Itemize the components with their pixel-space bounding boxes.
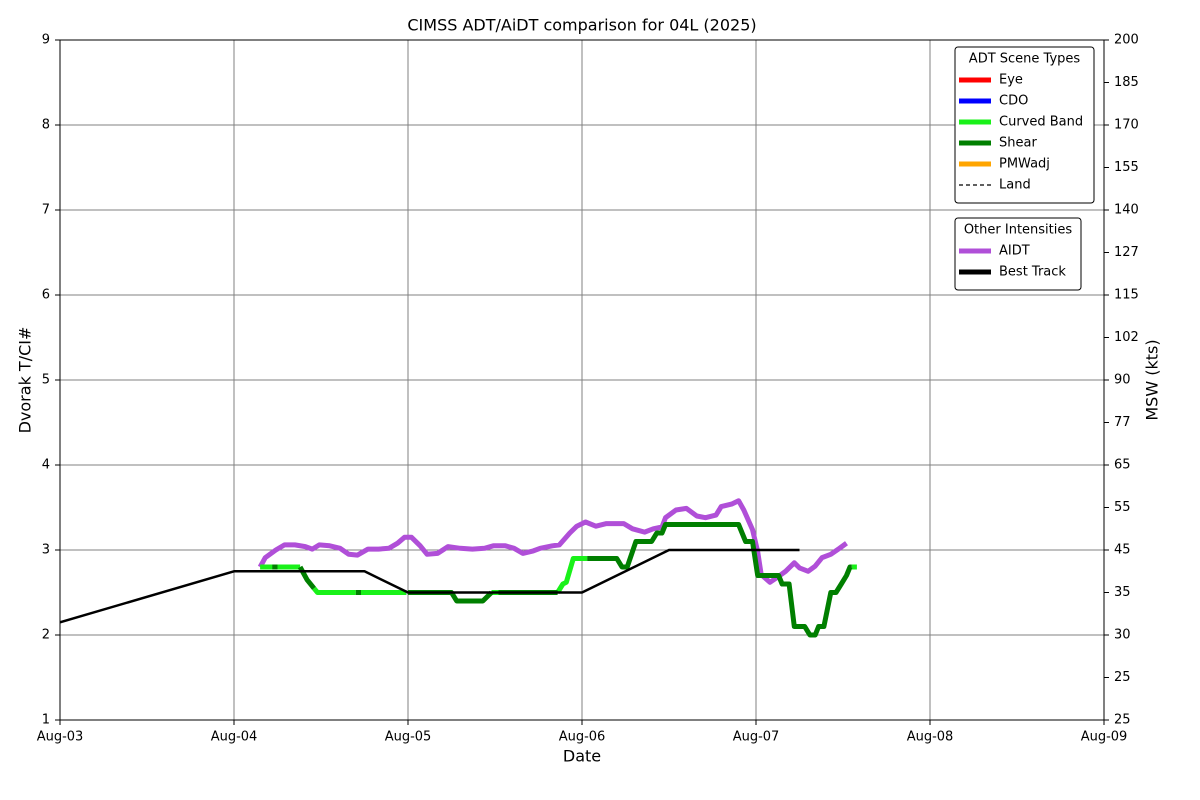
- y2-tick-label: 102: [1114, 330, 1139, 345]
- y2-tick-label: 185: [1114, 75, 1139, 90]
- y-tick-label: 9: [42, 33, 50, 48]
- y2-tick-label: 115: [1114, 288, 1139, 303]
- legend-label: PMWadj: [999, 157, 1050, 172]
- plot-frame: [59, 39, 1105, 721]
- y2-tick-label: 45: [1114, 543, 1131, 558]
- series-line: [272, 522, 853, 638]
- x-tick-label: Aug-05: [385, 730, 432, 745]
- y2-tick-label: 55: [1114, 500, 1131, 515]
- y-tick-label: 2: [42, 628, 50, 643]
- legend-label: Shear: [999, 136, 1037, 151]
- legend-label: Best Track: [999, 265, 1066, 280]
- y2-tick-label: 90: [1114, 373, 1131, 388]
- y2-tick-label: 170: [1114, 118, 1139, 133]
- y2-tick-label: 25: [1114, 713, 1131, 728]
- chart-title: CIMSS ADT/AiDT comparison for 04L (2025): [407, 16, 756, 35]
- y2-tick-label: 65: [1114, 458, 1131, 473]
- y2-axis-label: MSW (kts): [1143, 339, 1162, 420]
- y-tick-label: 7: [42, 203, 50, 218]
- y2-tick-label: 77: [1114, 415, 1131, 430]
- series-line: [257, 498, 848, 585]
- x-tick-label: Aug-07: [733, 730, 780, 745]
- y2-tick-label: 200: [1114, 33, 1139, 48]
- x-axis-label: Date: [563, 747, 601, 766]
- legend-label: Land: [999, 178, 1031, 193]
- legend-title: ADT Scene Types: [969, 52, 1081, 67]
- y-tick-label: 5: [42, 373, 50, 388]
- y2-tick-label: 140: [1114, 203, 1139, 218]
- y-tick-label: 4: [42, 458, 50, 473]
- series-line: [59, 548, 800, 624]
- legend-title: Other Intensities: [964, 223, 1073, 238]
- y2-tick-label: 25: [1114, 670, 1131, 685]
- x-tick-label: Aug-09: [1081, 730, 1128, 745]
- y-tick-label: 1: [42, 713, 50, 728]
- y2-tick-label: 35: [1114, 585, 1131, 600]
- y2-tick-label: 127: [1114, 245, 1139, 260]
- x-tick-label: Aug-03: [37, 730, 84, 745]
- x-tick-label: Aug-04: [211, 730, 258, 745]
- legend-label: AIDT: [999, 244, 1030, 259]
- y-axis-label: Dvorak T/CI#: [16, 327, 35, 434]
- legend-label: CDO: [999, 94, 1028, 109]
- y2-tick-label: 155: [1114, 160, 1139, 175]
- legend: ADT Scene Types Eye CDO Curved Band Shear PMW…: [954, 46, 1095, 291]
- y-tick-label: 6: [42, 288, 50, 303]
- y2-tick-label: 30: [1114, 628, 1131, 643]
- y-tick-label: 3: [42, 543, 50, 558]
- y-tick-label: 8: [42, 118, 50, 133]
- legend-label: Curved Band: [999, 115, 1083, 130]
- plot-area: [59, 498, 857, 638]
- x-tick-label: Aug-06: [559, 730, 606, 745]
- x-tick-label: Aug-08: [907, 730, 954, 745]
- legend-label: Eye: [999, 73, 1023, 88]
